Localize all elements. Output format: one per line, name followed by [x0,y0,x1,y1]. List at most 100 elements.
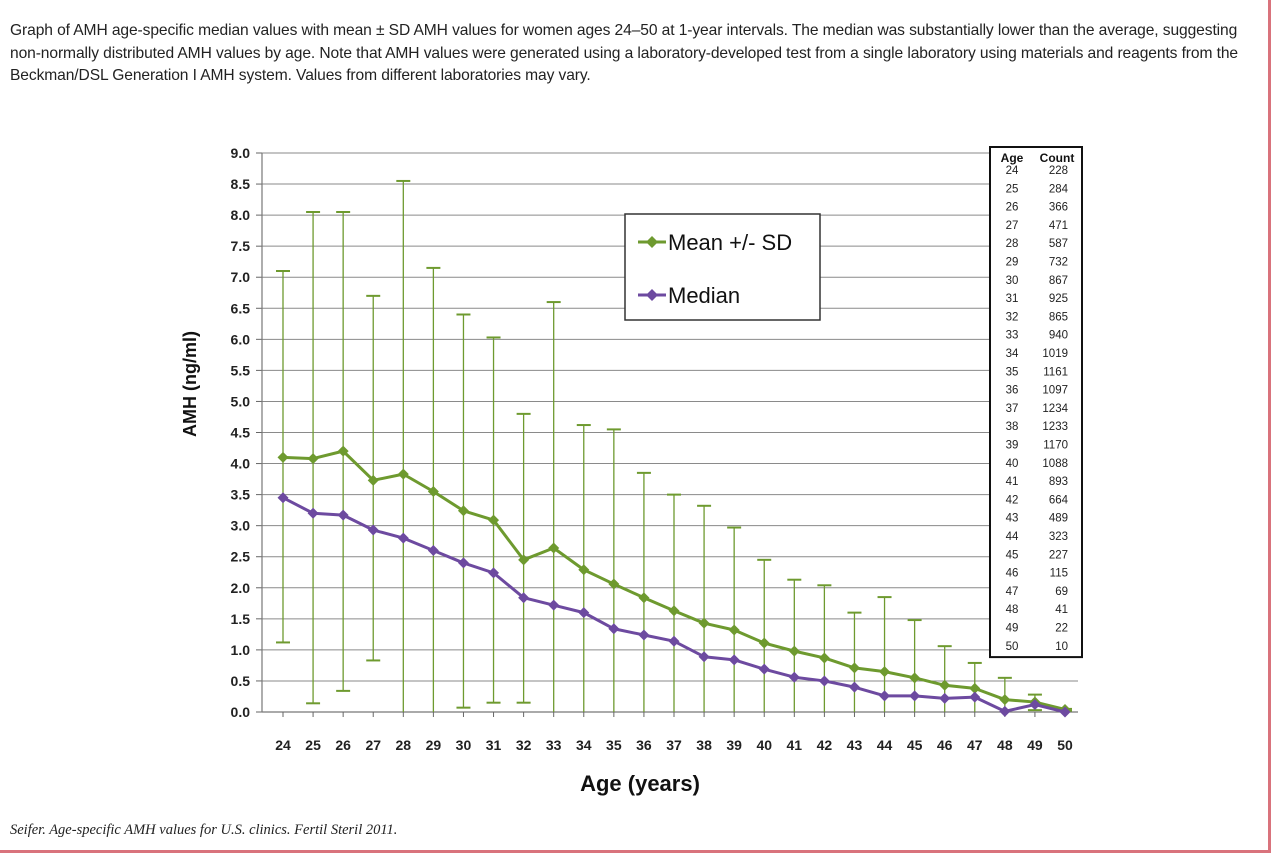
table-cell-age: 43 [1006,513,1019,525]
median-point [848,681,860,693]
y-tick-label: 5.5 [231,362,251,378]
x-tick-label: 32 [516,737,532,753]
y-axis-label: AMH (ng/ml) [180,331,200,437]
median-point [969,691,981,703]
table-cell-count: 1019 [1042,348,1068,360]
median-point [879,690,891,702]
y-tick-label: 8.5 [231,176,251,192]
median-point [758,663,770,675]
mean-point [788,645,800,657]
figure-caption: Graph of AMH age-specific median values … [10,22,1238,84]
table-cell-age: 26 [1006,202,1019,214]
mean-point [367,474,379,486]
mean-point [578,564,590,576]
table-cell-count: 10 [1055,641,1068,653]
median-point [518,592,530,604]
median-point [277,492,289,504]
mean-point [548,542,560,554]
table-cell-age: 38 [1006,421,1019,433]
x-tick-label: 42 [817,737,833,753]
chart-series [277,445,1071,718]
table-cell-age: 32 [1006,311,1019,323]
median-point [397,532,409,544]
median-point [1029,699,1041,711]
mean-point [457,505,469,517]
median-point [999,705,1011,717]
legend-swatch-marker [646,236,658,248]
table-cell-count: 1234 [1042,403,1068,415]
table-cell-count: 925 [1049,293,1068,305]
legend-swatch-marker [646,289,658,301]
x-tick-label: 29 [426,737,442,753]
table-cell-age: 41 [1006,476,1019,488]
x-tick-label: 50 [1057,737,1073,753]
median-point [668,635,680,647]
y-tick-label: 2.5 [231,549,251,565]
median-point [1059,706,1071,718]
x-tick-label: 30 [456,737,472,753]
mean-point [397,468,409,480]
y-tick-label: 7.0 [231,269,251,285]
y-tick-label: 4.5 [231,425,251,441]
x-tick-label: 41 [787,737,803,753]
table-cell-count: 1233 [1042,421,1068,433]
x-tick-label: 38 [696,737,712,753]
y-tick-label: 8.0 [231,207,251,223]
mean-point [427,486,439,498]
chart-grid [256,152,1078,713]
table-cell-age: 27 [1006,220,1019,232]
table-cell-age: 30 [1006,275,1019,287]
y-tick-label: 0.0 [231,704,251,720]
x-tick-label: 47 [967,737,983,753]
x-axis-label: Age (years) [580,771,700,796]
table-cell-count: 489 [1049,513,1068,525]
table-cell-age: 28 [1006,238,1019,250]
table-box [989,146,1083,659]
x-tick-label: 28 [396,737,412,753]
x-tick-label: 49 [1027,737,1043,753]
x-tick-label: 45 [907,737,923,753]
table-cell-age: 35 [1006,366,1019,378]
table-cell-age: 45 [1006,549,1019,561]
x-tick-label: 24 [275,737,291,753]
x-tick-label: 25 [305,737,321,753]
mean-point [608,578,620,590]
table-cell-count: 471 [1049,220,1068,232]
median-point [788,671,800,683]
table-cell-count: 1161 [1043,366,1068,378]
y-tick-label: 6.5 [231,300,251,316]
mean-point [939,679,951,691]
table-cell-count: 323 [1049,531,1068,543]
table-cell-age: 34 [1006,348,1019,360]
y-tick-label: 5.0 [231,393,251,409]
median-point [337,509,349,521]
median-point [608,623,620,635]
chart-legend: Mean +/- SD Median [624,213,821,321]
figure-citation: Seifer. Age-specific AMH values for U.S.… [10,822,398,838]
table-cell-age: 48 [1006,604,1019,616]
y-axis-ticks: 0.0 0.5 1.0 1.5 2.0 2.5 3.0 3.5 4.0 4.5 5.0 5.5 6.0 6… [231,145,251,720]
mean-point [518,554,530,566]
legend-box [624,213,821,321]
mean-point [698,617,710,629]
table-cell-count: 22 [1055,623,1068,635]
table-cell-count: 893 [1049,476,1068,488]
table-cell-age: 50 [1006,641,1019,653]
table-cell-count: 284 [1049,183,1069,195]
table-cell-count: 366 [1049,202,1068,214]
table-cell-count: 1088 [1042,458,1068,470]
y-tick-label: 4.0 [231,456,251,472]
error-bars [276,179,1072,712]
median-point [488,567,500,579]
table-cell-count: 867 [1049,275,1068,287]
table-cell-age: 42 [1006,494,1019,506]
table-cell-count: 41 [1055,604,1068,616]
mean-point [277,451,289,463]
mean-point [848,662,860,674]
x-tick-label: 37 [666,737,682,753]
x-tick-label: 40 [756,737,772,753]
x-tick-label: 48 [997,737,1013,753]
y-tick-label: 2.0 [231,580,251,596]
y-tick-label: 1.0 [231,642,251,658]
